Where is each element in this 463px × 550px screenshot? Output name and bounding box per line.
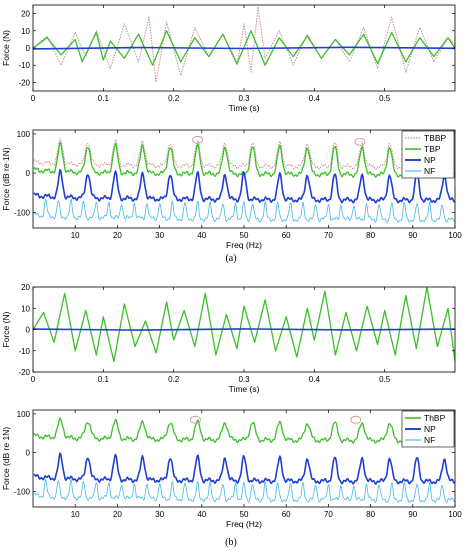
x-axis-label: Time (s): [229, 384, 260, 394]
x-tick-label: 90: [408, 231, 417, 240]
panel-b-label: (b): [225, 537, 237, 548]
y-axis-label: Force (dB re 1N): [1, 427, 11, 490]
y-axis-label: Force (N): [1, 311, 11, 347]
x-tick-label: 0.5: [379, 375, 391, 384]
panel-b-frequency-spectrum: 10 20 30 40 50 60 70 80 90 100 -100 0 100 Freq (Hz) Fo…: [1, 409, 462, 529]
x-tick-label: 40: [197, 510, 206, 519]
x-tick-label: 70: [324, 510, 333, 519]
y-tick-label: -10: [18, 61, 30, 70]
series-line-thbp: [33, 287, 455, 363]
y-tick-label: -20: [18, 78, 30, 87]
y-axis-label: Force (N): [1, 30, 11, 66]
y-tick-label: -100: [14, 208, 31, 217]
y-tick-label: 0: [26, 44, 31, 53]
x-tick-label: 0: [31, 94, 36, 103]
legend-label-np: NP: [424, 424, 436, 434]
legend-label-tbp: TBP: [424, 144, 441, 154]
x-tick-label: 0.3: [238, 375, 250, 384]
legend-box: [401, 130, 455, 179]
x-tick-label: 0.3: [238, 94, 250, 103]
y-tick-label: 20: [21, 283, 30, 292]
x-tick-label: 0: [31, 375, 36, 384]
x-tick-label: 40: [197, 231, 206, 240]
y-axis-label: Force (dB re 1N): [1, 147, 11, 210]
x-tick-label: 100: [448, 231, 462, 240]
series-line-tbbp: [33, 6, 455, 83]
x-tick-label: 0.4: [309, 375, 321, 384]
x-tick-label: 10: [71, 510, 80, 519]
series-line-np: [33, 452, 455, 485]
axes-frame: [32, 129, 456, 229]
y-tick-label: -20: [18, 368, 30, 377]
x-tick-label: 20: [113, 510, 122, 519]
legend-label-tbbp: TBBP: [424, 133, 447, 143]
panel-a-time-force: 0 0.1 0.2 0.3 0.4 0.5 -20 -10 0 10 20 Time (s) Force…: [1, 4, 456, 113]
x-tick-label: 0.5: [379, 94, 391, 103]
y-tick-label: 0: [26, 326, 31, 335]
annotation-ellipse: [192, 135, 203, 144]
series-line-tbp: [33, 30, 455, 66]
series-line-tbbp: [33, 137, 455, 170]
legend-label-nf: NF: [424, 435, 435, 445]
plot-area: [33, 6, 455, 83]
y-tick-label: 20: [21, 10, 30, 19]
x-axis-label: Freq (Hz): [226, 240, 262, 250]
x-tick-label: 60: [282, 231, 291, 240]
y-tick-label: 10: [21, 304, 30, 313]
annotation-ellipse: [350, 415, 362, 424]
x-tick-label: 50: [240, 231, 249, 240]
x-tick-label: 0.1: [98, 375, 110, 384]
x-tick-label: 100: [448, 510, 462, 519]
series-line-nf: [33, 479, 455, 503]
series-line-nf: [33, 198, 455, 223]
legend-label-nf: NF: [424, 166, 435, 176]
y-tick-label: 0: [26, 169, 31, 178]
series-line-np: [33, 328, 455, 331]
annotation-ellipse: [354, 137, 366, 146]
series-line-np: [33, 46, 455, 50]
y-tick-label: 10: [21, 27, 30, 36]
y-tick-label: -10: [18, 347, 30, 356]
x-tick-label: 30: [155, 231, 164, 240]
y-tick-label: -100: [14, 487, 31, 496]
plot-area: [33, 287, 455, 363]
series-line-thbp: [33, 417, 455, 444]
x-tick-label: 60: [282, 510, 291, 519]
x-tick-label: 10: [71, 231, 80, 240]
legend-label-np: NP: [424, 155, 436, 165]
x-tick-label: 90: [408, 510, 417, 519]
y-tick-label: 0: [26, 449, 31, 458]
x-tick-label: 0.1: [98, 94, 110, 103]
y-tick-label: 100: [17, 130, 31, 139]
panel-a-label: (a): [225, 253, 236, 264]
y-tick-label: 100: [17, 410, 31, 419]
panel-a-frequency-spectrum: 10 20 30 40 50 60 70 80 90 100 -100 0 100 Freq (Hz) Fo…: [1, 129, 462, 250]
x-tick-label: 0.2: [168, 94, 180, 103]
plot-area: [33, 135, 455, 223]
x-tick-label: 0.2: [168, 375, 180, 384]
legend-label-thbp: ThBP: [424, 413, 446, 423]
x-tick-label: 50: [240, 510, 249, 519]
x-tick-label: 80: [366, 231, 375, 240]
plot-area: [33, 415, 455, 503]
series-line-np: [33, 169, 455, 204]
x-tick-label: 70: [324, 231, 333, 240]
panel-b-time-force: 0 0.1 0.2 0.3 0.4 0.5 -20 -10 0 10 20 Time (s) Force…: [1, 283, 456, 394]
x-tick-label: 30: [155, 510, 164, 519]
x-axis-label: Time (s): [229, 103, 260, 113]
x-axis-label: Freq (Hz): [226, 519, 262, 529]
x-tick-label: 0.4: [309, 94, 321, 103]
x-tick-label: 80: [366, 510, 375, 519]
x-tick-label: 20: [113, 231, 122, 240]
annotation-ellipse: [190, 415, 201, 424]
